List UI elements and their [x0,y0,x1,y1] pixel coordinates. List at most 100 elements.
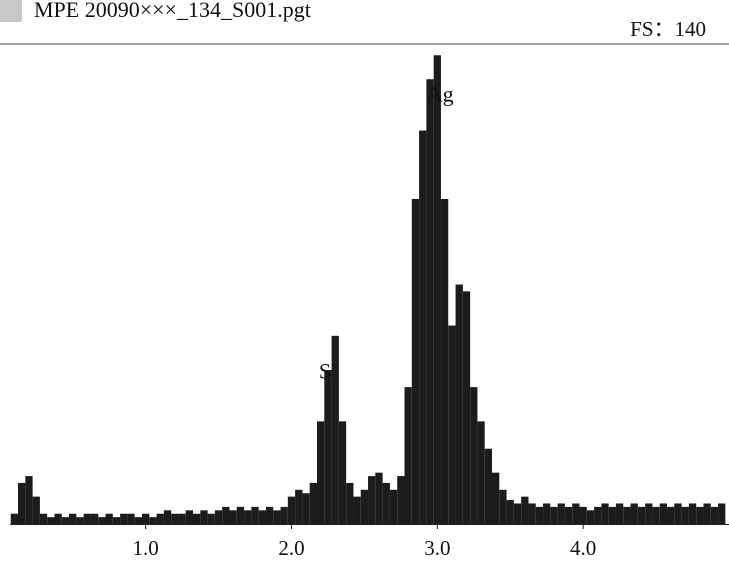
spectrum-bar [433,55,441,525]
spectrum-bar [163,510,172,524]
spectrum-bar [39,513,48,524]
spectrum-bar [178,513,186,524]
spectrum-bar [112,517,121,524]
spectrum-bar [214,510,223,524]
spectrum-bar [229,510,237,524]
spectrum-bar [703,503,711,524]
spectrum-bar [353,496,361,524]
spectrum-bar [404,387,412,524]
spectrum-bar [601,503,609,524]
spectrum-bar [76,517,84,524]
spectrum-bar [324,370,332,524]
spectrum-bar [368,476,376,524]
spectrum-bar [185,510,194,524]
x-tick-label: 1.0 [133,536,159,560]
spectrum-bar [645,503,653,524]
spectrum-bar [331,335,339,524]
spectrum-bar [484,448,493,524]
spectrum-bar [513,503,522,524]
spectrum-bar [506,500,514,524]
spectrum-bar [25,476,33,524]
spectrum-bar [462,291,471,524]
x-tick-label: 2.0 [278,536,304,560]
spectrum-bar [258,510,266,524]
spectrum-bar [32,496,40,524]
spectrum-bar [440,198,449,524]
x-tick-label: 3.0 [424,536,450,560]
spectrum-bar [134,517,142,524]
spectrum-bar [550,506,558,524]
spectrum-bar [10,513,19,524]
spectrum-bar [54,513,62,524]
spectrum-bar [543,503,551,524]
spectrum-bar [455,284,463,524]
spectrum-bar [681,506,689,524]
spectrum-bar [688,503,697,524]
spectrum-bar [426,79,434,524]
spectrum-bar [251,506,259,524]
spectrum-bar [528,503,536,524]
spectrum-bar [309,482,317,524]
spectrum-bar [448,325,456,524]
spectrum-bar [90,513,99,524]
spectrum-bar [674,503,682,524]
spectrum-bar [572,503,580,524]
peak-label: Ag [427,81,454,106]
spectrum-bar [127,513,135,524]
spectrum-bar [579,506,587,524]
spectrum-bar [637,506,646,524]
spectrum-bar [69,513,77,524]
spectrum-bar [302,493,310,524]
spectrum-bar [236,506,245,524]
spectrum-bar [105,513,113,524]
spectrum-bar [630,503,638,524]
spectrum-bar [389,489,398,524]
spectrum-bar [280,506,288,524]
spectrum-bar [696,506,704,524]
spectrum-bar [492,472,500,524]
spectrum-bar [521,496,529,524]
spectrum-bar [273,510,281,524]
spectrum-bar [287,496,296,524]
spectrum-bar [659,503,668,524]
spectrum-bar [18,482,26,524]
file-icon [0,0,22,22]
spectrum-bar [222,506,230,524]
spectrum-bar [61,517,70,524]
spectrum-bar [207,513,215,524]
spectrum-bar [557,503,565,524]
spectrum-bar [718,503,726,524]
spectrum-bar [338,421,347,524]
spectrum-bar [265,506,274,524]
spectrum-bar [382,482,390,524]
full-scale-label: FS：140 [630,17,706,41]
spectrum-bar [156,513,164,524]
spectrum-bar [120,513,128,524]
spectrum-bar [477,421,485,524]
spectrum-bar [608,506,616,524]
x-tick-label: 4.0 [570,536,596,560]
spectrum-bar [141,513,150,524]
spectrum-bar [586,510,595,524]
spectrum-bar [83,513,91,524]
spectrum-bar [295,489,303,524]
spectrum-bar [47,517,55,524]
spectrum-bar [360,489,369,524]
spectrum-bar [615,503,624,524]
spectrum-bar [652,506,660,524]
spectrum-bar [623,506,631,524]
spectrum-bar [594,506,602,524]
spectrum-bar [667,506,675,524]
peak-label: S [319,359,331,384]
spectrum-bar [193,513,201,524]
spectrum-bar [200,510,208,524]
spectrum-bar [470,387,478,524]
spectrum-bar [535,506,544,524]
spectrum-bar [710,506,719,524]
spectrum-bar [244,510,252,524]
spectrum-bar [411,198,420,524]
spectrum-bar [171,513,179,524]
spectrum-bar [499,489,507,524]
spectrum-bar [149,517,157,524]
